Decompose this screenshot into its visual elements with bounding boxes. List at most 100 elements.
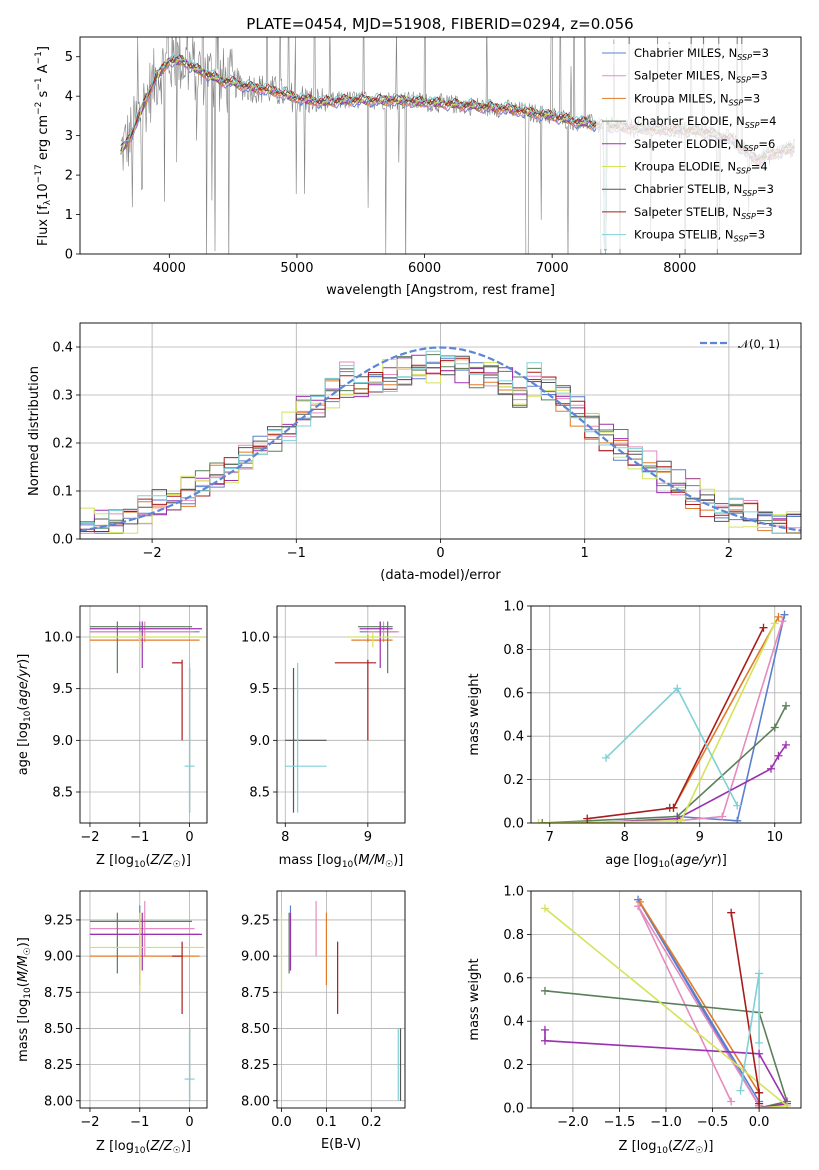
legend-label: Chabrier MILES, NSSP=3 [634, 46, 769, 62]
axes-frame [276, 605, 406, 824]
weight-marker-salpeter-elodie [782, 740, 790, 749]
weight-marker-kroupa-stelib [733, 801, 742, 810]
weight-vs-metallicity-panel: −2.0 −1.5 −1.0 −0.5 0.0 0.0 0.2 0.4 0.6 0.8 1.0 Z [… [467, 885, 802, 1156]
y-axis-label: mass weight [467, 673, 482, 755]
y-tick-label: 10.0 [241, 631, 270, 646]
legend-box [596, 44, 796, 249]
weight-marker-salpeter-elodie [755, 1049, 764, 1058]
y-tick-label: 8.50 [241, 1022, 270, 1037]
legend-label: Salpeter MILES, NSSP=3 [634, 69, 768, 85]
x-tick-label: 8 [281, 830, 289, 845]
spectrum-legend: Chabrier MILES, NSSP=3 Salpeter MILES, NS… [596, 44, 796, 249]
axes-frame [530, 605, 802, 824]
weight-line-kroupa-miles [672, 616, 780, 809]
legend-label: Kroupa MILES, NSSP=3 [634, 91, 760, 107]
x-tick-label: 0 [185, 1115, 193, 1130]
weight-marker-salpeter-miles [778, 617, 787, 626]
weight-marker-kroupa-elodie [783, 1101, 792, 1108]
x-tick-label: 8000 [663, 261, 696, 276]
y-tick-label: 8.25 [241, 1058, 270, 1073]
y-tick-label: 9.0 [52, 734, 73, 749]
weight-marker-kroupa-elodie [540, 904, 549, 913]
weight-marker-kroupa-stelib [736, 1086, 745, 1095]
x-tick-label: −1.0 [650, 1115, 682, 1130]
weight-marker-salpeter-stelib [759, 623, 768, 632]
weight-marker-salpeter-stelib [755, 1088, 764, 1097]
legend-label: Salpeter STELIB, NSSP=3 [634, 205, 773, 221]
gridlines [80, 606, 207, 823]
mass-vs-extinction-panel: 0.0 0.1 0.2 8.00 8.25 8.50 8.75 9.00 9.25 E(B-V) [241, 890, 406, 1152]
axes-frame [79, 605, 208, 824]
legend-label: Kroupa ELODIE, NSSP=4 [634, 160, 768, 176]
weight-marker-kroupa-stelib [673, 684, 682, 693]
weight-marker-salpeter-miles [727, 1097, 736, 1106]
x-tick-label: 2 [725, 546, 733, 561]
x-tick-label: 9 [364, 830, 372, 845]
weight-marker-salpeter-miles [634, 902, 643, 911]
y-tick-label: 0.4 [503, 730, 524, 745]
y-axis-label: mass [log10(M/M☉)] [16, 937, 33, 1062]
y-tick-label: 0.2 [503, 773, 524, 788]
y-tick-label: 8.5 [249, 786, 270, 801]
x-axis-label: Z [log10(Z/Z☉)] [619, 1139, 714, 1156]
x-tick-label: 10 [766, 830, 783, 845]
y-tick-label: 0.2 [503, 1058, 524, 1073]
legend-label: Chabrier ELODIE, NSSP=4 [634, 114, 776, 130]
y-axis-label: age [log10(age/yr)] [16, 654, 33, 776]
weight-marker-kroupa-elodie [770, 619, 779, 628]
x-axis-label: Z [log10(Z/Z☉)] [96, 1139, 191, 1156]
y-tick-label: 0.1 [52, 485, 73, 500]
x-tick-label: 4000 [153, 261, 186, 276]
weight-line-kroupa-miles [639, 901, 760, 1094]
gridlines [531, 605, 801, 824]
weight-line-salpeter-stelib [587, 627, 765, 820]
weight-marker-kroupa-stelib [755, 969, 764, 978]
x-tick-label: −1 [287, 546, 306, 561]
gridlines [80, 891, 207, 1108]
x-tick-label: −2 [143, 546, 162, 561]
weight-line-salpeter-stelib [730, 912, 760, 1104]
x-tick-label: 0.1 [316, 1115, 337, 1130]
y-tick-label: 9.0 [249, 734, 270, 749]
x-tick-label: −1.5 [604, 1115, 636, 1130]
x-tick-label: 6000 [408, 261, 441, 276]
y-tick-label: 9.25 [241, 913, 270, 928]
x-axis-label: wavelength [Angstrom, rest frame] [326, 283, 555, 298]
y-tick-label: 9.5 [52, 682, 73, 697]
axes-frame [276, 890, 406, 1109]
x-tick-label: 0.0 [271, 1115, 292, 1130]
spectrum-panel: 4000 5000 6000 7000 8000 0 1 2 3 4 5 Chabrier MILES… [34, 36, 802, 298]
axes-frame [530, 890, 802, 1109]
weight-line-kroupa-elodie [538, 623, 776, 823]
weight-line-chabrier-elodie [542, 705, 787, 823]
x-axis-label: Z [log10(Z/Z☉)] [96, 853, 191, 870]
histogram-salpeter-stelib [80, 357, 801, 534]
weight-line-kroupa-stelib [605, 687, 739, 806]
y-tick-label: 0.8 [503, 928, 524, 943]
y-axis-label: Flux [fλ10−17 erg cm−2 s−1 A−1] [34, 46, 53, 246]
y-tick-label: 8.50 [44, 1022, 73, 1037]
weight-marker-salpeter-stelib [755, 1099, 764, 1108]
residual-histogram-panel: −2 −1 0 1 2 0.0 0.1 0.2 0.3 0.4 𝒩(0, 1) (data-model… [27, 322, 802, 583]
x-axis-label: age [log10(age/yr)] [605, 853, 727, 870]
weight-marker-chabrier-elodie [538, 819, 547, 823]
x-axis-label: E(B-V) [321, 1137, 361, 1152]
weight-marker-salpeter-elodie [540, 1025, 549, 1034]
y-tick-label: 8.25 [44, 1058, 73, 1073]
gridlines [277, 891, 405, 1108]
y-axis-label: mass weight [467, 958, 482, 1040]
y-axis-label: Normed distribution [27, 366, 42, 496]
weight-marker-salpeter-miles [718, 812, 727, 821]
weight-marker-chabrier-miles [780, 610, 789, 619]
y-tick-label: 0.0 [52, 533, 73, 548]
weight-marker-chabrier-miles [733, 816, 742, 823]
weight-marker-salpeter-stelib [727, 908, 736, 917]
y-tick-label: 0.8 [503, 643, 524, 658]
y-tick-label: 5 [65, 50, 73, 65]
x-tick-label: −2 [80, 830, 99, 845]
weight-marker-chabrier-elodie [540, 986, 549, 995]
weight-marker-chabrier-elodie [770, 723, 779, 732]
histogram-kroupa-stelib [80, 350, 801, 534]
mass-vs-metallicity-panel: −2 −1 0 8.00 8.25 8.50 8.75 9.00 9.25 Z [log10(Z/… [16, 890, 208, 1156]
